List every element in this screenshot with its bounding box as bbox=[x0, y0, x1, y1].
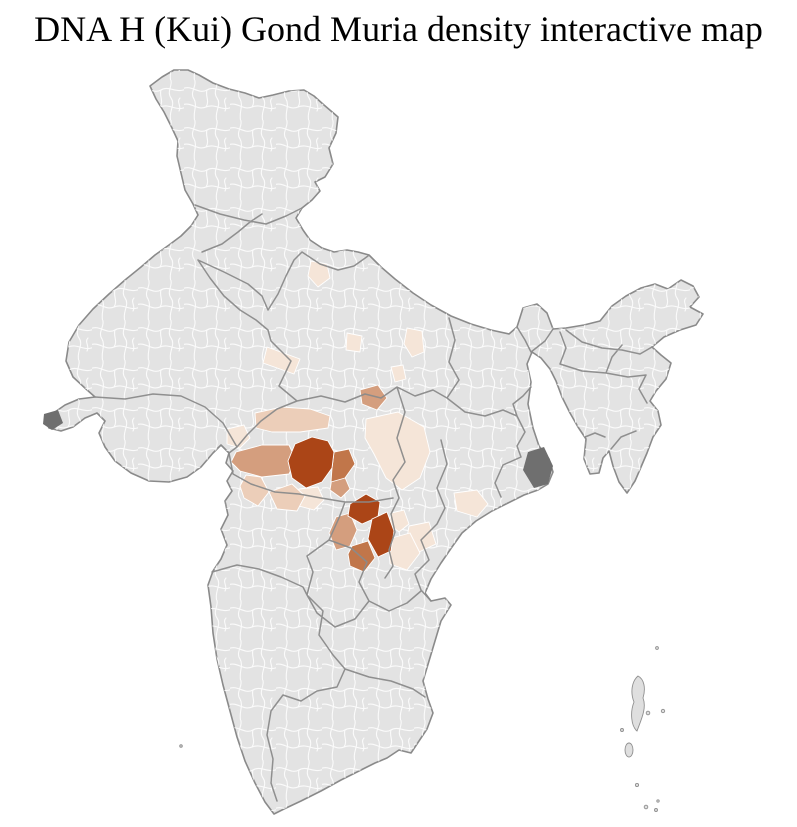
dark-patches bbox=[43, 410, 553, 488]
island-dot[interactable] bbox=[634, 782, 640, 788]
island-dot[interactable] bbox=[656, 799, 660, 803]
density-districts bbox=[226, 260, 489, 573]
district-level1[interactable] bbox=[364, 411, 431, 491]
west-tip-marsh-patch bbox=[43, 410, 63, 430]
district-level2[interactable] bbox=[254, 406, 331, 433]
district-level5[interactable] bbox=[367, 511, 395, 558]
district-level5[interactable] bbox=[287, 436, 335, 489]
district-level1[interactable] bbox=[390, 364, 407, 383]
island-oval[interactable] bbox=[624, 742, 634, 758]
district-level1[interactable] bbox=[226, 424, 251, 449]
delta-marsh-patch bbox=[523, 447, 553, 488]
district-level1[interactable] bbox=[387, 532, 421, 571]
district-level1[interactable] bbox=[262, 346, 301, 375]
island-dot[interactable] bbox=[620, 728, 624, 732]
island-dot[interactable] bbox=[643, 804, 649, 810]
island-dot[interactable] bbox=[645, 710, 651, 716]
state-borders bbox=[94, 204, 653, 802]
district-level1[interactable] bbox=[307, 260, 331, 288]
map-title: DNA H (Kui) Gond Muria density interacti… bbox=[34, 9, 763, 49]
district-level3[interactable] bbox=[359, 384, 388, 411]
district-level3[interactable] bbox=[230, 444, 297, 478]
island-dot[interactable] bbox=[660, 708, 666, 714]
district-level1[interactable] bbox=[403, 327, 425, 358]
island-dot[interactable] bbox=[654, 808, 658, 812]
island-chain[interactable] bbox=[179, 646, 666, 812]
district-level1[interactable] bbox=[345, 332, 363, 353]
district-level2[interactable] bbox=[268, 483, 306, 512]
island-large[interactable] bbox=[631, 675, 645, 732]
island-dot-west[interactable] bbox=[179, 744, 183, 748]
district-level1[interactable] bbox=[453, 489, 489, 518]
island-dot[interactable] bbox=[655, 646, 659, 650]
